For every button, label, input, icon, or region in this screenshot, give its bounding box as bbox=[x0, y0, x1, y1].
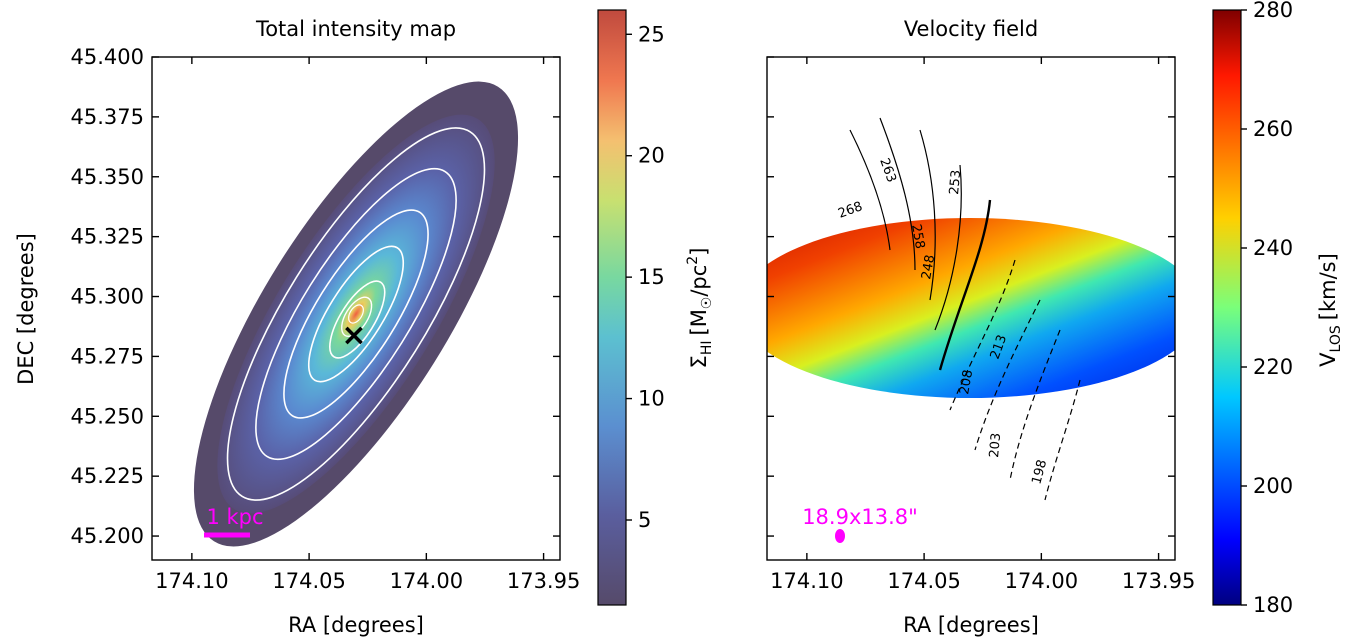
x-tick-label: 174.05 bbox=[887, 569, 960, 593]
velocity-colorbar bbox=[1212, 9, 1242, 606]
velocity-contour bbox=[938, 199, 992, 371]
x-tick-label: 174.00 bbox=[390, 569, 463, 593]
intensity-title: Total intensity map bbox=[255, 17, 456, 41]
intensity-contour bbox=[255, 167, 457, 461]
velocity-contour bbox=[919, 129, 936, 301]
velocity-contour bbox=[949, 259, 1016, 411]
beam-label: 18.9x13.8" bbox=[802, 505, 918, 529]
intensity-contour bbox=[341, 296, 373, 338]
velocity-contour-label: 253 bbox=[947, 169, 964, 195]
intensity-colorbar bbox=[597, 9, 627, 606]
colorbar-tick-label: 280 bbox=[1253, 0, 1293, 22]
velocity-axes-frame bbox=[766, 56, 1176, 561]
intensity-panel: Total intensity map × 1 kpc 174.10 174.05… bbox=[14, 9, 715, 637]
y-tick-label: 45.275 bbox=[71, 344, 144, 368]
colorbar-tick-label: 15 bbox=[638, 265, 665, 289]
velocity-contour-label: 258 bbox=[908, 223, 927, 250]
velocity-colorbar-label: VLOS[km/s] bbox=[1316, 253, 1344, 367]
x-tick-label: 173.95 bbox=[507, 569, 580, 593]
y-tick-label: 45.325 bbox=[71, 225, 144, 249]
velocity-colorbar-ticks: 180 200 220 240 260 280 bbox=[1241, 0, 1293, 617]
velocity-contour bbox=[879, 117, 916, 271]
y-tick-label: 45.200 bbox=[71, 524, 144, 548]
velocity-x-ticks: 174.10 174.05 174.00 173.95 bbox=[770, 57, 1195, 593]
velocity-contour bbox=[974, 299, 1041, 451]
y-tick-label: 45.375 bbox=[71, 105, 144, 129]
velocity-contour bbox=[1044, 379, 1081, 501]
intensity-axes-frame bbox=[151, 56, 561, 561]
x-tick-label: 174.10 bbox=[155, 569, 228, 593]
beam-ellipse bbox=[835, 529, 845, 543]
velocity-contour-label: 268 bbox=[836, 199, 864, 222]
colorbar-tick-label: 240 bbox=[1253, 236, 1293, 260]
intensity-contour bbox=[329, 280, 386, 359]
intensity-map: × 1 kpc bbox=[193, 81, 519, 547]
velocity-contour bbox=[849, 129, 891, 251]
intensity-colorbar-label: ΣHI[M☉/pc2] bbox=[685, 248, 715, 369]
intensity-y-ticks: 45.200 45.225 45.250 45.275 45.300 45.325 45.3… bbox=[71, 45, 560, 548]
intensity-y-label: DEC [degrees] bbox=[14, 233, 38, 385]
y-tick-label: 45.250 bbox=[71, 404, 144, 428]
y-tick-label: 45.350 bbox=[71, 165, 144, 189]
velocity-contour-label: 203 bbox=[987, 432, 1004, 458]
center-marker: × bbox=[341, 318, 366, 353]
colorbar-tick-label: 260 bbox=[1253, 117, 1293, 141]
intensity-x-ticks: 174.10 174.05 174.00 173.95 bbox=[155, 57, 580, 593]
scale-bar-label: 1 kpc bbox=[206, 505, 263, 529]
velocity-title: Velocity field bbox=[904, 17, 1038, 41]
colorbar-tick-label: 20 bbox=[638, 144, 665, 168]
intensity-galaxy-core bbox=[217, 114, 495, 514]
velocity-panel: Velocity field 263 258 253 248 213 208 2… bbox=[766, 0, 1344, 637]
colorbar-tick-label: 5 bbox=[638, 508, 651, 532]
velocity-contour bbox=[934, 164, 962, 331]
velocity-y-ticks bbox=[767, 56, 1175, 537]
intensity-colorbar-ticks: 5 10 15 20 25 bbox=[626, 22, 665, 532]
x-tick-label: 174.00 bbox=[1005, 569, 1078, 593]
colorbar-tick-label: 200 bbox=[1253, 474, 1293, 498]
velocity-contour-label: 198 bbox=[1029, 458, 1050, 486]
colorbar-tick-label: 25 bbox=[638, 22, 665, 46]
colorbar-tick-label: 10 bbox=[638, 387, 665, 411]
y-tick-label: 45.300 bbox=[71, 285, 144, 309]
intensity-contour bbox=[226, 127, 486, 501]
intensity-contour bbox=[348, 304, 364, 324]
velocity-contour bbox=[1009, 329, 1061, 481]
colorbar-tick-label: 220 bbox=[1253, 355, 1293, 379]
velocity-contour-label: 248 bbox=[919, 254, 938, 281]
x-tick-label: 173.95 bbox=[1122, 569, 1195, 593]
y-tick-label: 45.400 bbox=[71, 45, 144, 69]
intensity-contour bbox=[307, 245, 405, 383]
x-tick-label: 174.10 bbox=[770, 569, 843, 593]
colorbar-tick-label: 180 bbox=[1253, 593, 1293, 617]
velocity-galaxy bbox=[767, 218, 1175, 398]
intensity-x-label: RA [degrees] bbox=[288, 613, 424, 637]
velocity-map: 263 258 253 248 213 208 203 198 268 18.9… bbox=[767, 117, 1175, 543]
x-tick-label: 174.05 bbox=[272, 569, 345, 593]
y-tick-label: 45.225 bbox=[71, 464, 144, 488]
velocity-x-label: RA [degrees] bbox=[903, 613, 1039, 637]
intensity-contour bbox=[283, 209, 429, 419]
velocity-contour-label: 208 bbox=[957, 369, 976, 396]
